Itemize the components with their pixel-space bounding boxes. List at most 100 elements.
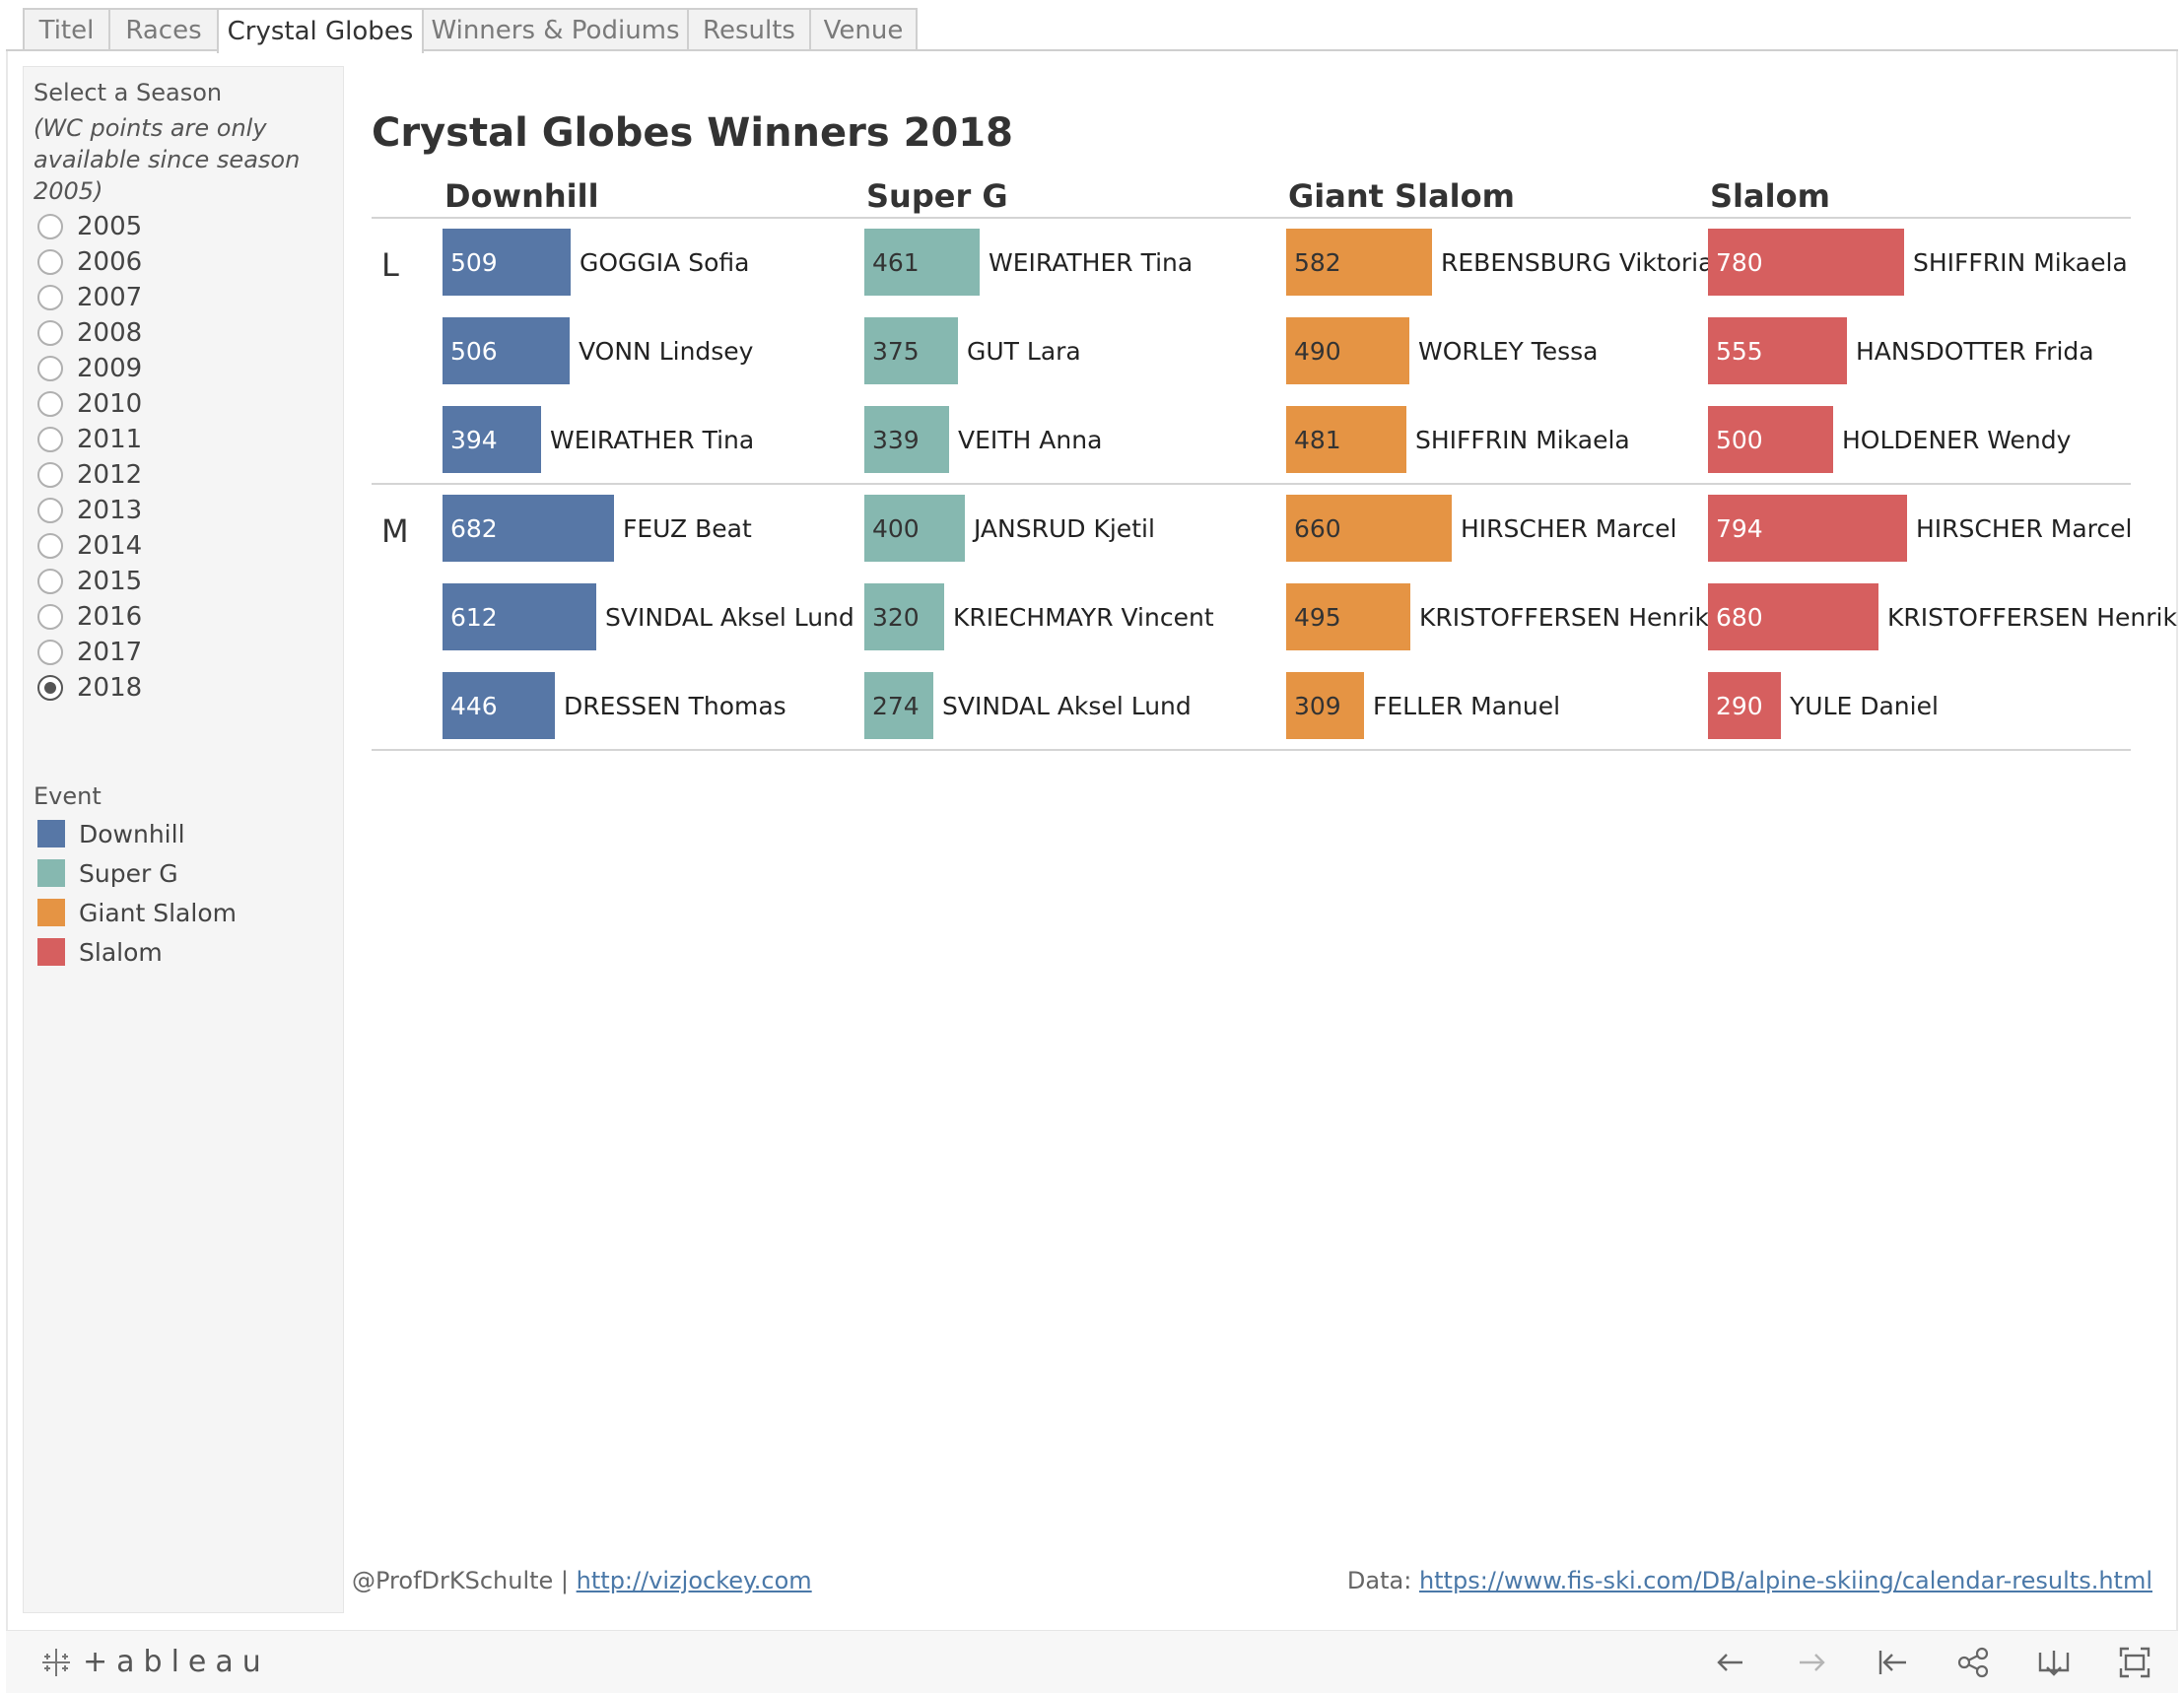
revert-icon[interactable] xyxy=(1875,1645,1910,1680)
tab-label: Crystal Globes xyxy=(227,17,414,46)
radio-button-icon[interactable] xyxy=(37,604,63,630)
radio-button-icon[interactable] xyxy=(37,391,63,417)
bar[interactable] xyxy=(1708,317,1847,384)
bar[interactable] xyxy=(1286,672,1364,739)
season-option-label: 2018 xyxy=(77,673,143,703)
season-option-2017[interactable]: 2017 xyxy=(37,636,142,669)
bar[interactable] xyxy=(864,672,933,739)
legend-item[interactable]: Downhill xyxy=(37,816,185,851)
bar[interactable] xyxy=(1708,406,1833,473)
tab-winners-podiums[interactable]: Winners & Podiums xyxy=(422,8,689,51)
athlete-name: WORLEY Tessa xyxy=(1418,337,1599,366)
column-header-slalom: Slalom xyxy=(1710,177,1830,215)
athlete-name: JANSRUD Kjetil xyxy=(974,514,1155,543)
season-option-2015[interactable]: 2015 xyxy=(37,565,142,598)
season-filter-note: (WC points are only available since seas… xyxy=(34,114,301,205)
event-legend-title: Event xyxy=(34,782,102,810)
season-option-2008[interactable]: 2008 xyxy=(37,316,142,350)
bar[interactable] xyxy=(1286,317,1409,384)
fullscreen-icon[interactable] xyxy=(2117,1645,2152,1680)
bar-value-label: 500 xyxy=(1716,426,1763,454)
bar[interactable] xyxy=(1286,495,1452,562)
bar[interactable] xyxy=(1286,406,1406,473)
legend-swatch xyxy=(37,938,65,966)
bar[interactable] xyxy=(443,317,570,384)
season-option-2007[interactable]: 2007 xyxy=(37,281,142,314)
bar[interactable] xyxy=(864,406,949,473)
athlete-name: KRISTOFFERSEN Henrik xyxy=(1887,603,2177,632)
redo-icon[interactable] xyxy=(1794,1645,1829,1680)
bar[interactable] xyxy=(443,406,541,473)
tableau-logo: +ableau xyxy=(39,1645,270,1679)
radio-button-icon[interactable] xyxy=(37,533,63,559)
season-option-2011[interactable]: 2011 xyxy=(37,423,142,456)
radio-button-icon[interactable] xyxy=(37,569,63,594)
bar[interactable] xyxy=(1708,583,1878,650)
gender-label: L xyxy=(381,246,399,284)
radio-button-icon[interactable] xyxy=(37,214,63,239)
bar[interactable] xyxy=(864,495,965,562)
bar-value-label: 320 xyxy=(872,603,920,632)
radio-button-icon[interactable] xyxy=(37,640,63,665)
radio-button-icon[interactable] xyxy=(37,498,63,523)
athlete-name: VONN Lindsey xyxy=(579,337,754,366)
season-option-label: 2014 xyxy=(77,531,143,561)
data-source-link[interactable]: https://www.fis-ski.com/DB/alpine-skiing… xyxy=(1418,1567,2152,1594)
legend-label: Super G xyxy=(79,858,178,888)
bar-value-label: 290 xyxy=(1716,692,1763,720)
radio-button-icon[interactable] xyxy=(37,285,63,310)
season-option-2010[interactable]: 2010 xyxy=(37,387,142,421)
radio-button-icon[interactable] xyxy=(37,462,63,488)
radio-button-icon[interactable] xyxy=(37,249,63,275)
bar[interactable] xyxy=(1286,229,1432,296)
bar[interactable] xyxy=(443,229,571,296)
radio-button-icon[interactable] xyxy=(37,320,63,346)
athlete-name: YULE Daniel xyxy=(1790,692,1939,720)
radio-button-icon[interactable] xyxy=(37,427,63,452)
season-option-label: 2006 xyxy=(77,247,143,277)
season-option-2013[interactable]: 2013 xyxy=(37,494,142,527)
tab-results[interactable]: Results xyxy=(687,8,811,51)
radio-button-icon[interactable] xyxy=(37,675,63,701)
bar[interactable] xyxy=(443,583,596,650)
bar[interactable] xyxy=(1708,229,1904,296)
athlete-name: VEITH Anna xyxy=(958,426,1103,454)
bar[interactable] xyxy=(443,495,614,562)
bar[interactable] xyxy=(1708,672,1781,739)
legend-item[interactable]: Slalom xyxy=(37,934,163,970)
undo-icon[interactable] xyxy=(1713,1645,1748,1680)
season-option-2006[interactable]: 2006 xyxy=(37,245,142,279)
download-icon[interactable] xyxy=(2036,1645,2072,1680)
bar[interactable] xyxy=(443,672,555,739)
bar[interactable] xyxy=(1708,495,1907,562)
bar[interactable] xyxy=(864,229,980,296)
chart-divider xyxy=(372,483,2131,485)
tab-crystal-globes[interactable]: Crystal Globes xyxy=(217,8,424,53)
athlete-name: WEIRATHER Tina xyxy=(989,248,1194,277)
tab-venue[interactable]: Venue xyxy=(809,8,918,51)
season-option-2018[interactable]: 2018 xyxy=(37,671,142,705)
radio-button-icon[interactable] xyxy=(37,356,63,381)
season-option-label: 2016 xyxy=(77,602,143,632)
share-icon[interactable] xyxy=(1955,1645,1991,1680)
season-filter-title: Select a Season xyxy=(34,79,223,106)
legend-item[interactable]: Super G xyxy=(37,855,178,891)
bar[interactable] xyxy=(864,317,958,384)
season-option-2009[interactable]: 2009 xyxy=(37,352,142,385)
author-link[interactable]: http://vizjockey.com xyxy=(576,1567,812,1594)
column-header-super-g: Super G xyxy=(866,177,1008,215)
bar[interactable] xyxy=(864,583,944,650)
season-option-2014[interactable]: 2014 xyxy=(37,529,142,563)
tab-titel[interactable]: Titel xyxy=(23,8,110,51)
bar-value-label: 490 xyxy=(1294,337,1341,366)
athlete-name: HIRSCHER Marcel xyxy=(1461,514,1677,543)
bar-value-label: 309 xyxy=(1294,692,1341,720)
season-option-2016[interactable]: 2016 xyxy=(37,600,142,634)
season-option-label: 2010 xyxy=(77,389,143,419)
legend-item[interactable]: Giant Slalom xyxy=(37,895,237,930)
season-option-2012[interactable]: 2012 xyxy=(37,458,142,492)
bar[interactable] xyxy=(1286,583,1410,650)
tab-races[interactable]: Races xyxy=(108,8,219,51)
athlete-name: SHIFFRIN Mikaela xyxy=(1913,248,2128,277)
season-option-2005[interactable]: 2005 xyxy=(37,210,142,243)
